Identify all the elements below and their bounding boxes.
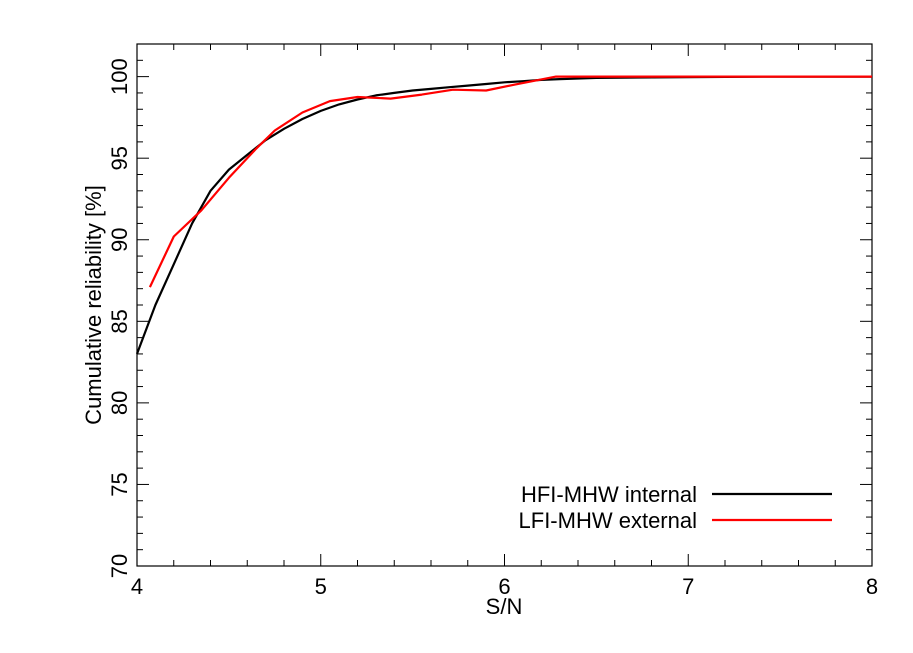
y-tick-label: 90 [107,228,132,252]
x-tick-label: 5 [315,574,327,599]
series-line-1 [148,75,872,288]
x-tick-label: 6 [498,574,510,599]
y-axis-title: Cumulative reliability [%] [81,185,106,425]
plot-area [136,43,873,567]
y-tick-label: 85 [107,309,132,333]
series-line-0 [135,75,872,355]
y-tick-label: 95 [107,146,132,170]
tick-labels: 4 5 6 7 8 70 75 80 85 90 95 100 [107,58,878,599]
y-tick-label: 75 [107,472,132,496]
x-axis-title: S/N [486,594,523,619]
legend: HFI-MHW internal LFI-MHW external [519,482,832,533]
x-tick-label: 4 [131,574,143,599]
y-tick-label: 100 [107,58,132,95]
y-tick-label: 80 [107,391,132,415]
x-tick-label: 7 [682,574,694,599]
y-tick-label: 70 [107,554,132,578]
x-tick-label: 8 [866,574,878,599]
legend-label-lfi: LFI-MHW external [519,508,697,533]
legend-label-hfi: HFI-MHW internal [521,482,697,507]
series-lines [135,75,872,355]
axis-ticks [136,43,873,567]
